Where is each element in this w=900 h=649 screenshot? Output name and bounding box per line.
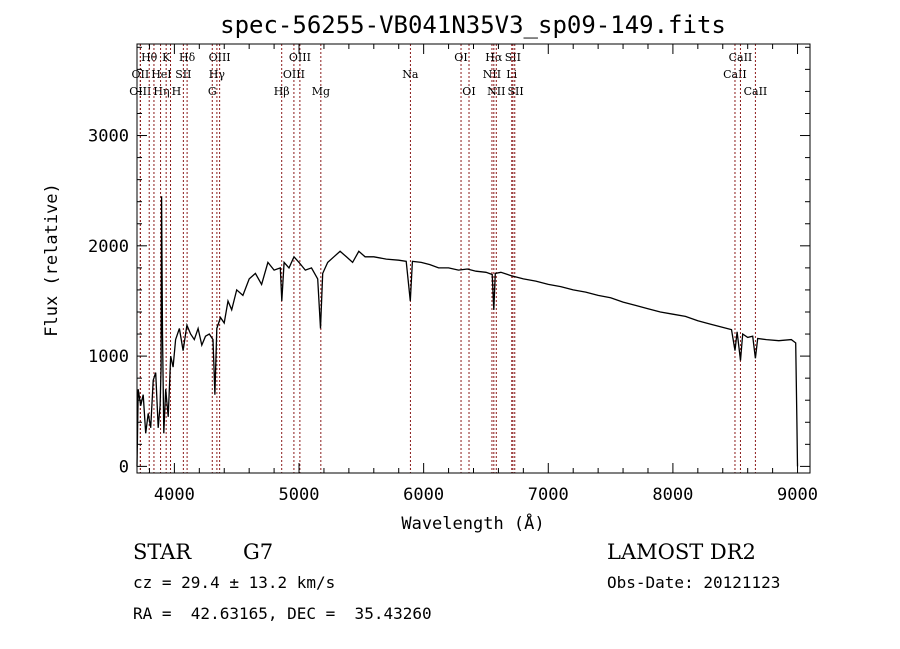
spectral-line-label: Li	[506, 68, 517, 81]
obs-date: Obs-Date: 20121123	[607, 573, 781, 592]
x-axis-label: Wavelength (Å)	[401, 512, 544, 534]
object-class: STAR	[133, 540, 192, 564]
spectral-line-label: OIII	[283, 68, 305, 81]
spectral-line-label: OIII	[209, 51, 231, 64]
spectral-line-label: OI	[454, 51, 467, 64]
spectral-line-label: CaII	[744, 85, 768, 98]
spectral-line-label: SII	[508, 85, 524, 98]
spectral-line-label: G	[208, 85, 217, 98]
x-tick-label: 6000	[403, 485, 444, 505]
spectral-line-markers: OIIOIIIHθHηHeIKHSIIHδGHγOIIIHβOIIIOIIIMg…	[129, 44, 767, 473]
spectral-line-label: CaII	[729, 51, 753, 64]
x-tick-label: 5000	[279, 485, 320, 505]
spectral-line-label: NII	[483, 68, 501, 81]
spectral-line-label: Na	[402, 68, 419, 81]
plot-frame	[136, 43, 811, 474]
spectral-line-label: HeI	[151, 68, 171, 81]
spectral-line-label: Hδ	[179, 51, 196, 64]
y-tick-label: 3000	[88, 127, 129, 147]
x-tick-label: 4000	[154, 485, 195, 505]
spectral-line-label: CaII	[723, 68, 747, 81]
spectral-line-label: OII	[132, 68, 150, 81]
spectral-line-label: SII	[175, 68, 191, 81]
spectral-line-label: K	[162, 51, 171, 64]
y-axis-label: Flux (relative)	[42, 183, 62, 337]
spectral-line-label: SII	[505, 51, 521, 64]
axes: 4000 5000 6000 7000 8000 9000 0 1000 2000 3000	[88, 43, 818, 505]
survey-name: LAMOST DR2	[607, 540, 756, 564]
subclass: G7	[243, 540, 274, 564]
spectral-line-label: Hη	[153, 85, 169, 98]
chart-title: spec-56255-VB041N35V3_sp09-149.fits	[220, 11, 726, 39]
x-tick-label: 9000	[777, 485, 818, 505]
x-tick-label: 8000	[652, 485, 693, 505]
spectral-line-label: OIII	[289, 51, 311, 64]
redshift-cz: cz = 29.4 ± 13.2 km/s	[133, 573, 336, 592]
spectral-line-label: H	[172, 85, 182, 98]
coordinates: RA = 42.63165, DEC = 35.43260	[133, 604, 432, 623]
spectral-line-label: Hβ	[274, 85, 290, 98]
spectral-line-label: Hα	[485, 51, 503, 64]
y-tick-label: 1000	[88, 347, 129, 367]
spectral-line-label: NII	[487, 85, 505, 98]
spectral-line-label: OI	[462, 85, 475, 98]
x-tick-label: 7000	[528, 485, 569, 505]
spectral-line-label: Hγ	[209, 68, 226, 81]
spectrum-line	[136, 196, 799, 467]
spectral-line-label: Mg	[312, 85, 330, 98]
y-tick-label: 0	[119, 457, 129, 477]
spectral-line-label: Hθ	[141, 51, 158, 64]
y-tick-label: 2000	[88, 237, 129, 257]
